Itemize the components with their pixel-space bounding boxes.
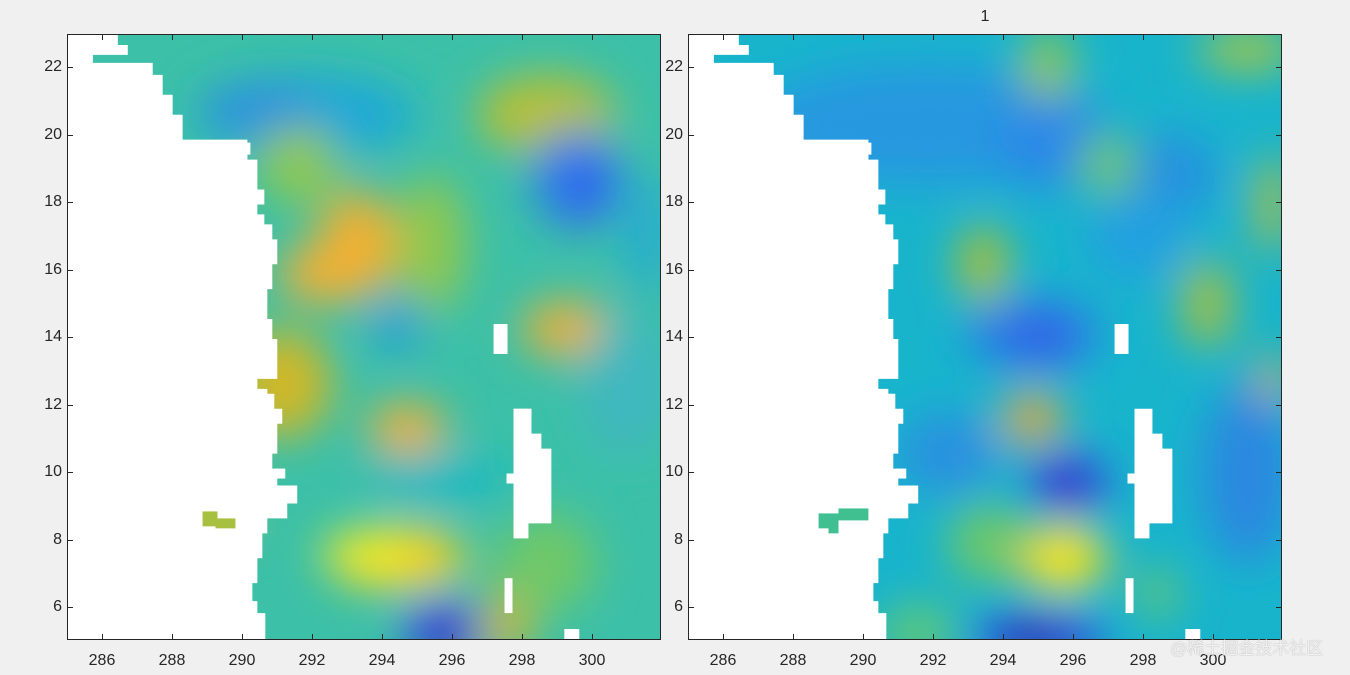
watermark: @稀土掘金技术社区 [1170, 639, 1324, 658]
right-plot-title: 1 [980, 8, 990, 25]
y-tick-label: 8 [674, 531, 683, 548]
x-tick-label: 296 [438, 652, 466, 669]
x-tick-label: 286 [709, 652, 737, 669]
x-tick-label: 300 [1199, 652, 1227, 669]
x-tick-label: 292 [919, 652, 947, 669]
left-heatmap-image [68, 35, 660, 639]
x-tick-label: 298 [508, 652, 536, 669]
right-heatmap-axes [688, 34, 1282, 640]
y-tick-label: 20 [44, 126, 62, 143]
land-mask [689, 35, 1201, 639]
x-tick-label: 298 [1129, 652, 1157, 669]
y-tick-label: 14 [665, 328, 683, 345]
y-tick-label: 16 [44, 261, 62, 278]
y-tick-label: 12 [44, 396, 62, 413]
y-tick-label: 16 [665, 261, 683, 278]
x-tick-label: 300 [578, 652, 606, 669]
x-tick-label: 288 [779, 652, 807, 669]
y-tick-label: 18 [44, 193, 62, 210]
y-tick-label: 8 [53, 531, 62, 548]
y-tick-label: 18 [665, 193, 683, 210]
x-tick-label: 294 [368, 652, 396, 669]
y-tick-label: 6 [674, 598, 683, 615]
y-tick-label: 6 [53, 598, 62, 615]
x-tick-label: 294 [989, 652, 1017, 669]
y-tick-label: 12 [665, 396, 683, 413]
x-tick-label: 286 [88, 652, 116, 669]
x-tick-label: 290 [849, 652, 877, 669]
x-tick-label: 288 [158, 652, 186, 669]
x-tick-label: 292 [298, 652, 326, 669]
y-tick-label: 22 [44, 58, 62, 75]
y-tick-label: 22 [665, 58, 683, 75]
left-heatmap-axes [67, 34, 661, 640]
x-tick-label: 290 [228, 652, 256, 669]
y-tick-label: 10 [665, 463, 683, 480]
land-mask [68, 35, 580, 639]
x-tick-label: 296 [1059, 652, 1087, 669]
y-tick-label: 10 [44, 463, 62, 480]
y-tick-label: 20 [665, 126, 683, 143]
y-tick-label: 14 [44, 328, 62, 345]
right-heatmap-image [689, 35, 1281, 639]
